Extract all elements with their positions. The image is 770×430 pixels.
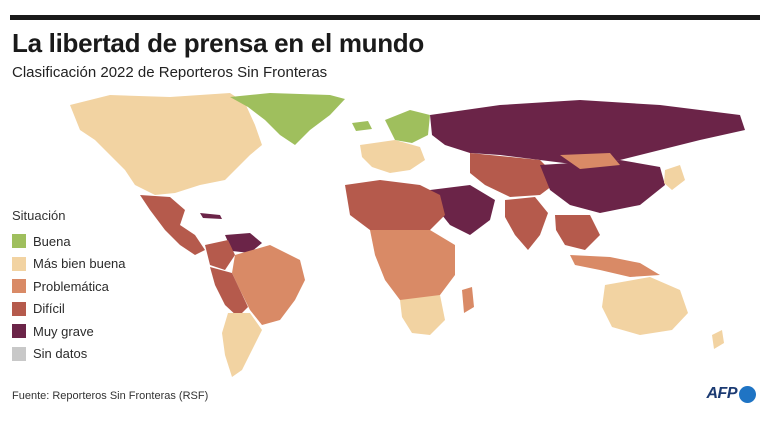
- region-china: [540, 160, 665, 213]
- legend-label: Sin datos: [33, 346, 88, 362]
- region-mexico: [140, 195, 205, 255]
- region-india: [505, 197, 548, 250]
- region-russia: [430, 100, 745, 165]
- top-rule: [10, 15, 760, 20]
- afp-logo-text: AFP: [706, 385, 738, 402]
- region-new-zealand: [712, 330, 724, 349]
- region-southeast-asia: [555, 215, 600, 250]
- region-central-asia: [470, 153, 560, 197]
- region-caribbean: [200, 213, 222, 219]
- region-africa-north: [345, 180, 445, 235]
- legend-item-mas-bien-buena: Más bien buena: [12, 253, 126, 276]
- region-iceland: [352, 121, 372, 131]
- map-regions: [70, 93, 745, 377]
- afp-logo: AFP: [706, 385, 756, 403]
- legend-label: Problemática: [33, 278, 109, 294]
- world-map: [70, 93, 745, 377]
- legend-swatch: [12, 279, 26, 294]
- legend-item-muy-grave: Muy grave: [12, 320, 126, 343]
- legend-item-problematica: Problemática: [12, 275, 126, 298]
- region-africa-central: [370, 230, 455, 310]
- region-japan: [664, 165, 685, 190]
- legend-label: Difícil: [33, 301, 65, 317]
- legend-item-buena: Buena: [12, 230, 126, 253]
- legend-label: Muy grave: [33, 323, 94, 339]
- region-scandinavia: [385, 110, 430, 143]
- legend-swatch: [12, 346, 26, 361]
- legend-swatch: [12, 324, 26, 339]
- legend-label: Más bien buena: [33, 256, 126, 272]
- legend-label: Buena: [33, 233, 71, 249]
- region-andes: [210, 267, 248, 317]
- legend-title: Situación: [12, 208, 66, 223]
- legend-item-sin-datos: Sin datos: [12, 343, 126, 366]
- legend-item-dificil: Difícil: [12, 298, 126, 321]
- region-colombia: [205, 240, 235, 270]
- region-southern-cone: [222, 313, 262, 377]
- legend-swatch: [12, 301, 26, 316]
- region-greenland: [230, 93, 345, 145]
- legend-swatch: [12, 234, 26, 249]
- region-europe-west: [360, 140, 425, 173]
- region-north-america: [70, 93, 262, 195]
- legend-swatch: [12, 256, 26, 271]
- region-madagascar: [462, 287, 474, 313]
- region-africa-south: [400, 295, 445, 335]
- afp-logo-icon: [739, 385, 756, 403]
- region-australia: [602, 277, 688, 335]
- region-mongolia: [560, 153, 620, 169]
- region-middle-east: [430, 185, 495, 235]
- region-indonesia: [570, 255, 660, 277]
- page-title: La libertad de prensa en el mundo: [12, 28, 424, 58]
- region-venezuela: [225, 233, 262, 253]
- source-note: Fuente: Reporteros Sin Fronteras (RSF): [12, 390, 209, 402]
- legend: Situación Buena Más bien buena Problemát…: [12, 208, 126, 365]
- region-brazil: [232, 245, 305, 325]
- page-subtitle: Clasificación 2022 de Reporteros Sin Fro…: [12, 64, 328, 81]
